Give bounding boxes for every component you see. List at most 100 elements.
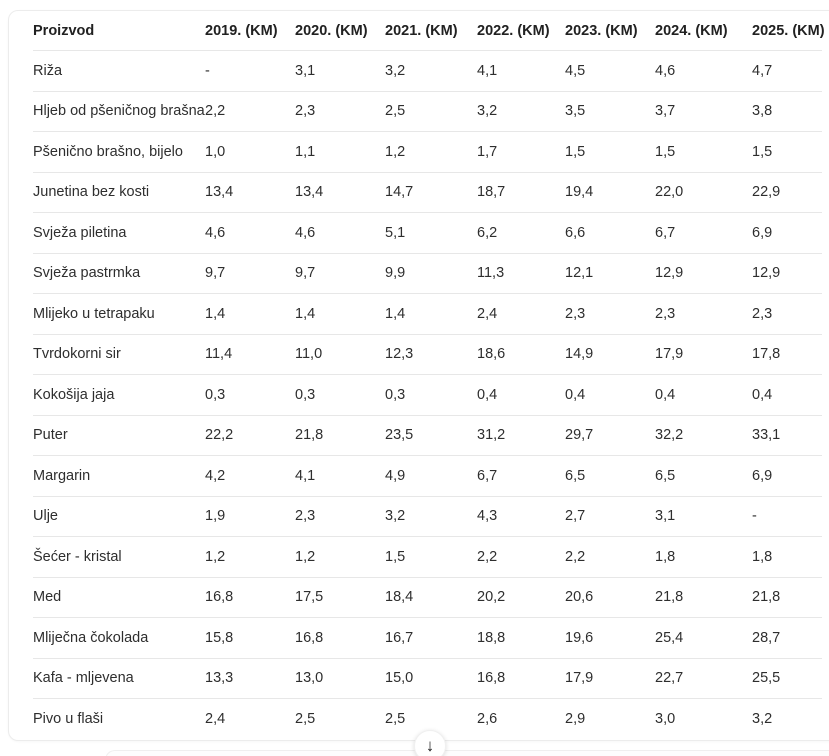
price-cell: 1,8 [655, 536, 752, 578]
price-cell: 1,5 [385, 536, 477, 578]
table-row: Kafa - mljevena 13,3 13,0 15,0 16,8 17,9 22,7 2… [33, 658, 822, 699]
price-cell: 6,2 [477, 212, 565, 254]
price-cell: 3,5 [565, 91, 655, 132]
price-cell: 11,3 [477, 253, 565, 294]
price-cell: 1,2 [205, 536, 295, 578]
price-cell: 4,5 [565, 50, 655, 92]
price-cell: 4,6 [655, 50, 752, 92]
price-cell: 4,7 [752, 50, 822, 92]
table-row: Pivo u flaši 2,4 2,5 2,5 2,6 2,9 3,0 3,2 [33, 699, 822, 739]
price-cell: 1,4 [385, 293, 477, 335]
price-cell: 3,2 [385, 496, 477, 537]
product-name-cell: Kokošija jaja [33, 374, 205, 416]
price-cell: 0,4 [655, 374, 752, 416]
price-cell: 32,2 [655, 415, 752, 456]
column-header-2020-km: 2020. (KM) [295, 11, 385, 51]
price-cell: 13,4 [295, 172, 385, 213]
arrow-down-icon: ↓ [425, 735, 435, 755]
price-cell: 11,4 [205, 334, 295, 375]
price-cell: 13,0 [295, 658, 385, 699]
price-cell: 3,2 [477, 91, 565, 132]
price-cell: 6,6 [565, 212, 655, 254]
price-cell: 2,3 [295, 496, 385, 537]
table-row: Kokošija jaja 0,3 0,3 0,3 0,4 0,4 0,4 0,4 [33, 374, 822, 416]
price-cell: 1,2 [385, 131, 477, 173]
price-cell: 1,0 [205, 131, 295, 173]
price-cell: 3,2 [385, 50, 477, 92]
table-row: Mlijeko u tetrapaku 1,4 1,4 1,4 2,4 2,3 2,3 2,3 [33, 293, 822, 335]
price-cell: 13,3 [205, 658, 295, 699]
price-cell: 12,3 [385, 334, 477, 375]
price-cell: 0,4 [477, 374, 565, 416]
price-cell: 6,5 [655, 455, 752, 497]
price-cell: 2,7 [565, 496, 655, 537]
price-cell: 14,9 [565, 334, 655, 375]
price-cell: 18,6 [477, 334, 565, 375]
table-row: Mliječna čokolada 15,8 16,8 16,7 18,8 19,6 25,… [33, 617, 822, 659]
price-cell: 2,6 [477, 710, 498, 727]
product-name-cell: Hljeb od pšeničnog brašna [33, 91, 205, 132]
table-row: Svježa pastrmka 9,7 9,7 9,9 11,3 12,1 12,9 12,9 [33, 253, 822, 294]
price-cell: 6,7 [655, 212, 752, 254]
price-cell: 29,7 [565, 415, 655, 456]
product-name-cell: Mlijeko u tetrapaku [33, 293, 205, 335]
product-name-cell: Šećer - kristal [33, 536, 205, 578]
price-cell: 2,4 [477, 293, 565, 335]
price-cell: 1,9 [205, 496, 295, 537]
product-name-cell: Tvrdokorni sir [33, 334, 205, 375]
column-header-2024-km: 2024. (KM) [655, 11, 752, 51]
price-cell: 3,0 [655, 710, 676, 727]
price-cell: 4,1 [477, 50, 565, 92]
price-cell: 4,6 [295, 212, 385, 254]
price-cell: 28,7 [752, 617, 822, 659]
product-name-cell: Svježa piletina [33, 212, 205, 254]
price-cell: 1,5 [655, 131, 752, 173]
price-cell: 16,8 [295, 617, 385, 659]
price-cell: 17,8 [752, 334, 822, 375]
price-cell: 2,5 [385, 91, 477, 132]
price-cell: 1,8 [752, 536, 822, 578]
price-cell: 2,2 [477, 536, 565, 578]
price-cell: 2,9 [565, 710, 586, 727]
price-cell: 6,7 [477, 455, 565, 497]
column-header-product: Proizvod [33, 11, 205, 51]
price-cell: 12,9 [655, 253, 752, 294]
column-header-2021-km: 2021. (KM) [385, 11, 477, 51]
product-name-cell: Riža [33, 50, 205, 92]
table-row: Svježa piletina 4,6 4,6 5,1 6,2 6,6 6,7 6,9 [33, 212, 822, 254]
price-cell: 2,3 [752, 293, 822, 335]
table-row: Riža -3,1 3,2 4,1 4,5 4,6 4,7 [33, 50, 822, 92]
price-cell: 1,7 [477, 131, 565, 173]
price-cell: 3,2 [752, 710, 773, 727]
product-name-cell: Pšenično brašno, bijelo [33, 131, 205, 173]
price-cell: 22,9 [752, 172, 822, 213]
price-cell: 0,3 [205, 374, 295, 416]
price-cell: 4,2 [205, 455, 295, 497]
price-cell: 15,8 [205, 617, 295, 659]
price-cell: 2,4 [205, 710, 226, 727]
price-cell: 17,5 [295, 577, 385, 618]
price-cell: - [752, 496, 822, 537]
price-cell: 13,4 [205, 172, 295, 213]
price-cell: 6,9 [752, 455, 822, 497]
price-cell: 9,7 [205, 253, 295, 294]
price-cell: 2,3 [565, 293, 655, 335]
price-cell: 21,8 [655, 577, 752, 618]
column-header-2019-km: 2019. (KM) [205, 11, 295, 51]
scroll-down-button[interactable]: ↓ [414, 730, 446, 756]
price-cell: 18,7 [477, 172, 565, 213]
price-cell: 3,1 [295, 50, 385, 92]
price-cell: 15,0 [385, 658, 477, 699]
table-row: Margarin 4,2 4,1 4,9 6,7 6,5 6,5 6,9 [33, 455, 822, 497]
price-cell: 1,5 [752, 131, 822, 173]
price-cell: 16,7 [385, 617, 477, 659]
product-name-cell: Pivo u flaši [33, 710, 104, 727]
price-cell: 6,9 [752, 212, 822, 254]
price-cell: 16,8 [477, 658, 565, 699]
price-cell: 0,4 [752, 374, 822, 416]
price-cell: 2,5 [295, 710, 316, 727]
price-cell: 21,8 [752, 577, 822, 618]
table-row: Pšenično brašno, bijelo 1,0 1,1 1,2 1,7 1,5 1,… [33, 131, 822, 173]
price-cell: 2,5 [385, 710, 406, 727]
price-cell: 19,6 [565, 617, 655, 659]
